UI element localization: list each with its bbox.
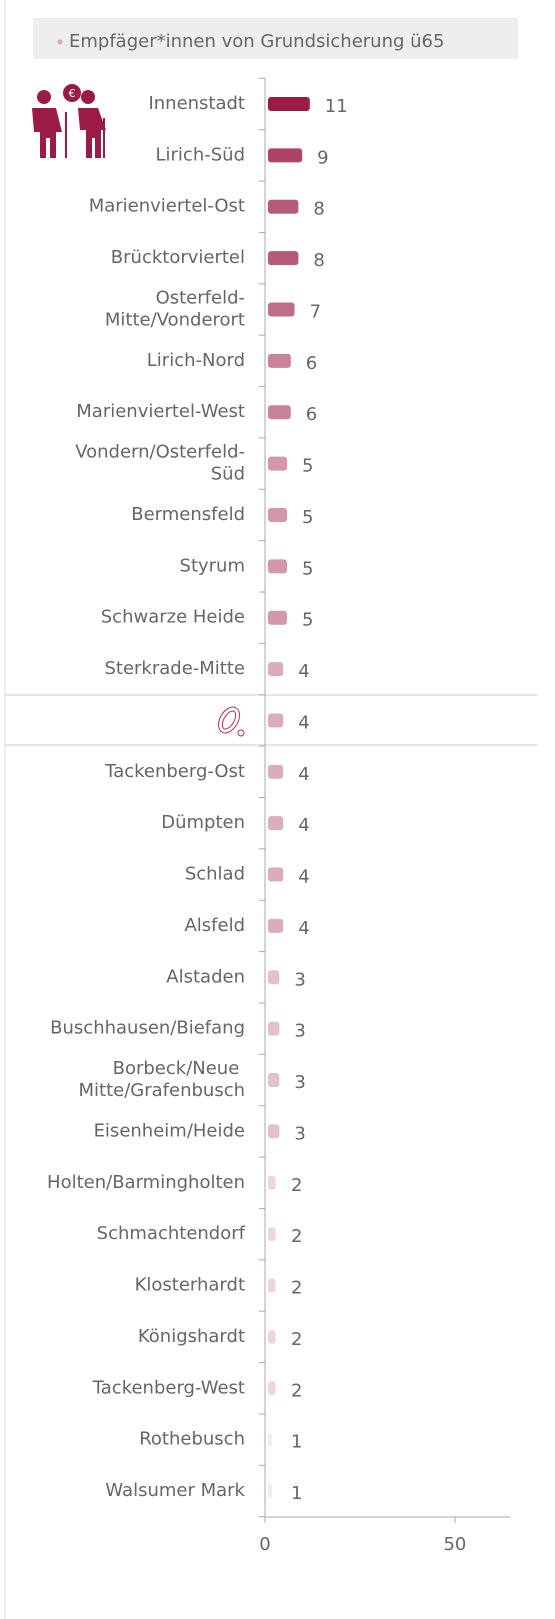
x-tick-label: 0 <box>259 1534 270 1555</box>
y-tick-label: Sterkrade-Mitte <box>104 658 245 679</box>
bar <box>268 353 291 368</box>
value-label: 3 <box>294 1021 305 1042</box>
y-tick-label: Tackenberg-West <box>92 1377 245 1398</box>
y-tick-label: Borbeck/Neue Mitte/Grafenbusch <box>79 1058 246 1101</box>
legend-box <box>33 18 518 59</box>
bar <box>268 251 299 266</box>
value-label: 5 <box>302 507 313 528</box>
value-label: 4 <box>298 867 309 888</box>
value-label: 3 <box>294 1123 305 1144</box>
bar <box>268 1484 272 1498</box>
y-tick-label: Lirich-Süd <box>156 144 246 165</box>
y-tick-label: Rothebusch <box>139 1429 245 1450</box>
value-label: 2 <box>291 1278 302 1299</box>
bar <box>268 610 287 625</box>
bar <box>268 456 287 471</box>
y-tick-label: Dümpten <box>161 812 245 833</box>
bar <box>268 1073 280 1088</box>
bar <box>268 302 295 317</box>
y-tick-label: Klosterhardt <box>135 1275 245 1296</box>
y-tick-label: Vondern/Osterfeld-Süd <box>75 442 245 485</box>
y-tick-label: Holten/Barmingholten <box>47 1172 245 1193</box>
value-label: 6 <box>306 353 317 374</box>
y-tick-label: Schwarze Heide <box>101 607 245 628</box>
value-label: 5 <box>302 610 313 631</box>
bar <box>268 199 299 214</box>
value-label: 8 <box>313 199 324 220</box>
value-label: 5 <box>302 456 313 477</box>
x-tick-label: 50 <box>443 1534 466 1555</box>
y-tick-label: Tackenberg-Ost <box>104 761 245 782</box>
value-label: 2 <box>291 1380 302 1401</box>
value-label: 8 <box>313 250 324 271</box>
bar <box>268 918 284 933</box>
bar <box>268 1124 280 1139</box>
value-label: 2 <box>291 1329 302 1350</box>
value-label: 4 <box>298 712 309 733</box>
bar <box>268 1329 276 1344</box>
bar <box>268 970 280 985</box>
y-tick-label: Eisenheim/Heide <box>94 1120 245 1141</box>
value-label: 1 <box>291 1483 302 1504</box>
y-tick-label: Styrum <box>180 555 245 576</box>
bar <box>268 1381 276 1396</box>
bar <box>268 559 287 574</box>
value-label: 5 <box>302 558 313 579</box>
bar <box>268 507 287 522</box>
y-tick-label: Bermensfeld <box>131 504 245 525</box>
y-tick-label: Marienviertel-Ost <box>89 196 245 217</box>
value-label: 4 <box>298 764 309 785</box>
y-tick-label: Innenstadt <box>148 93 245 114</box>
y-tick-label: Schmachtendorf <box>97 1223 246 1244</box>
y-tick-label: Walsumer Mark <box>105 1480 245 1501</box>
y-tick-label: Alstaden <box>166 966 245 987</box>
bar <box>268 1021 280 1036</box>
value-label: 6 <box>306 404 317 425</box>
bar <box>268 713 284 728</box>
value-label: 4 <box>298 918 309 939</box>
value-label: 2 <box>291 1226 302 1247</box>
seniors-icon: € <box>32 84 106 158</box>
value-label: 4 <box>298 815 309 836</box>
legend-swatch <box>57 39 63 45</box>
bar <box>268 148 303 163</box>
bar <box>268 662 284 677</box>
y-tick-label: Schlad <box>185 864 245 885</box>
value-label: 3 <box>294 969 305 990</box>
bar <box>268 764 284 779</box>
value-label: 3 <box>294 1072 305 1093</box>
bar <box>268 97 310 111</box>
y-tick-label: Alsfeld <box>184 915 245 936</box>
y-tick-label: Lirich-Nord <box>147 350 245 371</box>
svg-text:€: € <box>69 87 76 100</box>
y-tick-label: Königshardt <box>138 1326 245 1347</box>
legend-label: Empfäger*innen von Grundsicherung ü65 <box>69 31 444 52</box>
value-label: 11 <box>325 96 348 117</box>
bar <box>268 405 291 420</box>
value-label: 4 <box>298 661 309 682</box>
bar <box>268 1278 276 1293</box>
value-label: 2 <box>291 1175 302 1196</box>
value-label: 9 <box>317 147 328 168</box>
y-tick-label: Marienviertel-West <box>76 401 245 422</box>
bar <box>268 1227 276 1242</box>
bar <box>268 816 284 831</box>
value-label: 7 <box>310 301 321 322</box>
y-tick-label: Osterfeld-Mitte/Vonderort <box>105 287 245 330</box>
y-tick-label: Buschhausen/Biefang <box>50 1018 245 1039</box>
city-logo <box>218 706 245 737</box>
value-label: 1 <box>291 1432 302 1453</box>
bar <box>268 1432 272 1447</box>
bar <box>268 1175 276 1190</box>
y-tick-label: Brücktorviertel <box>111 247 245 268</box>
bar <box>268 867 284 882</box>
